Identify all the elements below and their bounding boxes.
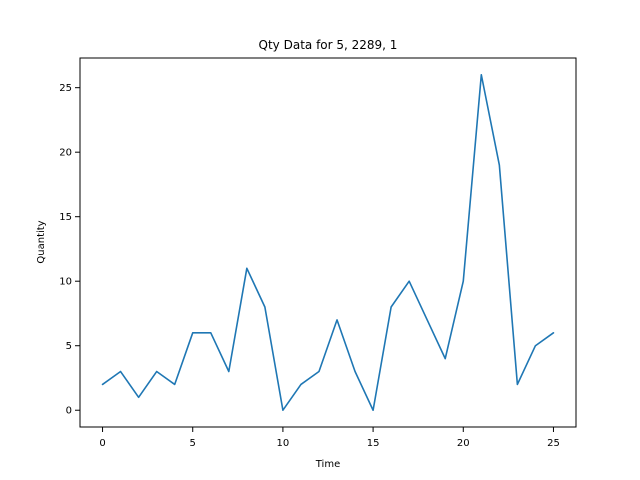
y-axis-ticks: 0 5 10 15 20 25	[59, 83, 80, 417]
x-tick-label: 0	[99, 438, 105, 449]
y-axis-label: Quantity	[36, 220, 47, 263]
x-tick-label: 15	[367, 438, 380, 449]
x-tick-label: 5	[190, 438, 196, 449]
series-line	[101, 73, 555, 412]
x-tick-label: 20	[457, 438, 470, 449]
x-tick-label: 25	[547, 438, 560, 449]
y-tick-label: 0	[66, 406, 72, 417]
y-tick-label: 10	[59, 277, 72, 288]
x-axis-ticks: 0 5 10 15 20 25	[99, 427, 560, 449]
y-tick-label: 20	[59, 148, 72, 159]
y-tick-label: 15	[59, 212, 72, 223]
x-tick-label: 10	[277, 438, 290, 449]
series-layer	[101, 73, 555, 412]
plot-frame	[79, 57, 577, 428]
x-axis-label: Time	[315, 459, 340, 470]
y-tick-label: 25	[59, 83, 72, 94]
y-tick-label: 5	[66, 341, 72, 352]
chart-title: Qty Data for 5, 2289, 1	[259, 38, 398, 52]
